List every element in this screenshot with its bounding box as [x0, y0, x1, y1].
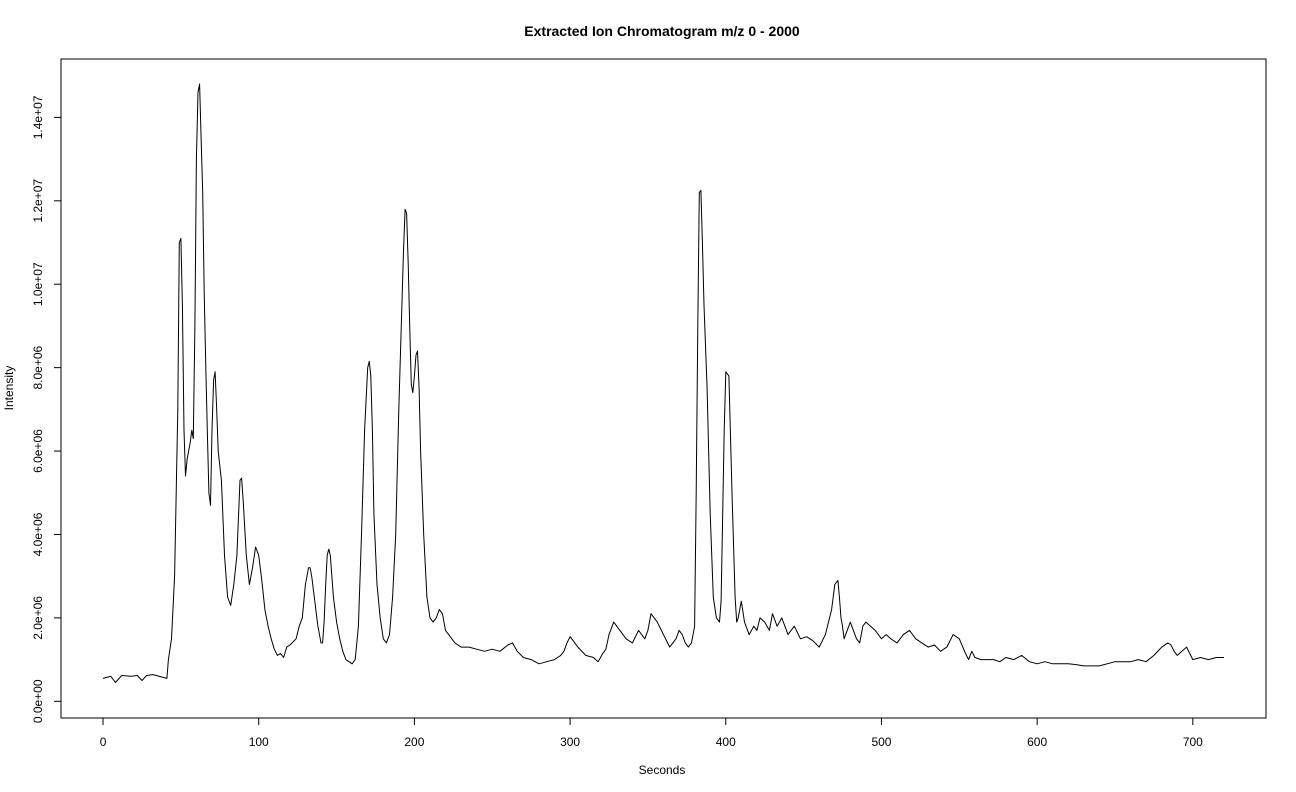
x-tick-label: 300	[560, 735, 580, 749]
y-tick-label: 6.0e+06	[31, 429, 45, 473]
y-tick-label: 1.4e+07	[31, 95, 45, 139]
x-tick-label: 500	[871, 735, 891, 749]
x-axis: 0 100 200 300 400 500 600 700	[100, 717, 1203, 749]
x-tick-label: 600	[1027, 735, 1047, 749]
x-tick-label: 200	[404, 735, 424, 749]
y-tick-label: 0.0e+00	[31, 679, 45, 723]
plot-frame	[60, 58, 1267, 719]
y-tick-label: 2.0e+06	[31, 596, 45, 640]
y-axis-label: Intensity	[2, 366, 16, 411]
y-axis: 0.0e+00 2.0e+06 4.0e+06 6.0e+06 8.0e+06 1.0e+…	[31, 95, 62, 723]
x-tick-label: 100	[249, 735, 269, 749]
x-tick-label: 700	[1183, 735, 1203, 749]
x-tick-label: 0	[100, 735, 107, 749]
chart-title: Extracted Ion Chromatogram m/z 0 - 2000	[524, 23, 800, 39]
y-tick-label: 8.0e+06	[31, 345, 45, 389]
x-tick-label: 400	[716, 735, 736, 749]
x-axis-label: Seconds	[639, 763, 686, 777]
y-tick-label: 4.0e+06	[31, 512, 45, 556]
y-tick-label: 1.0e+07	[31, 262, 45, 306]
intensity-line	[102, 83, 1224, 683]
y-tick-label: 1.2e+07	[31, 179, 45, 223]
